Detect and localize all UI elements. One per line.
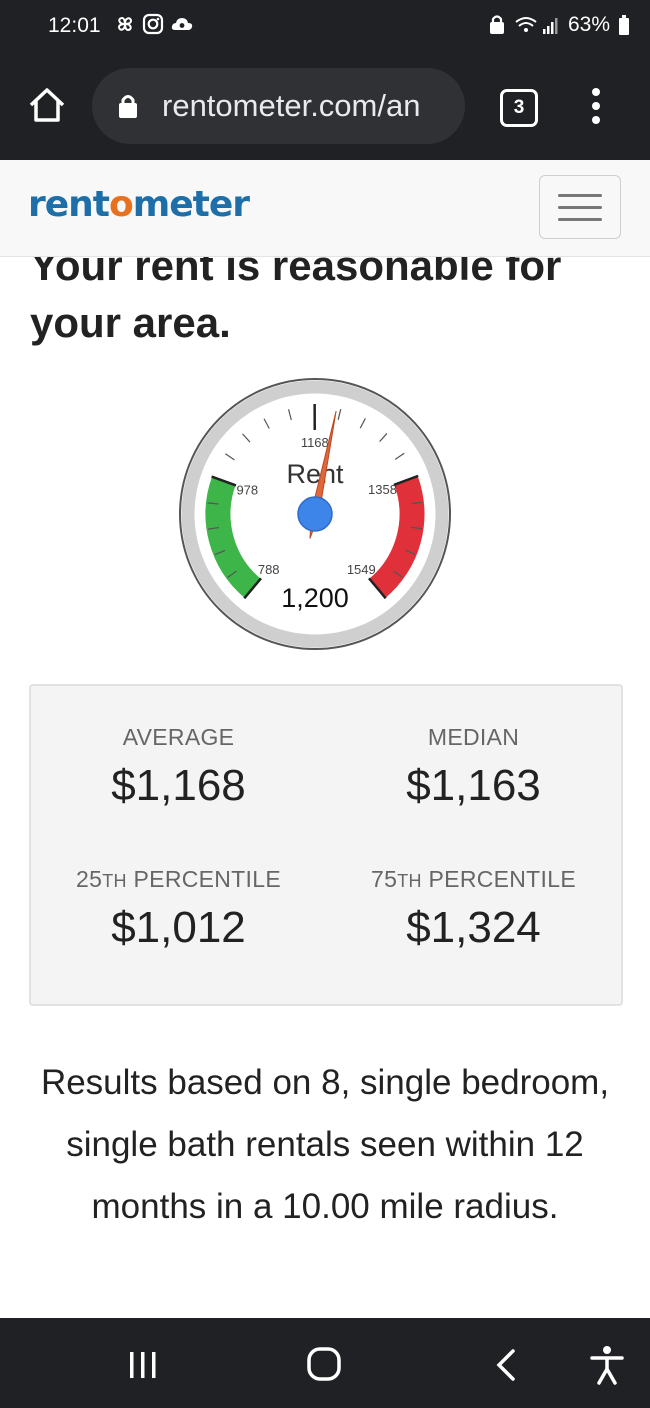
system-nav-bar — [0, 1318, 650, 1408]
gauge-hub — [297, 496, 333, 532]
minor-tick — [411, 501, 423, 505]
minor-tick — [411, 526, 423, 530]
median-label: MEDIAN — [427, 724, 520, 750]
average-stat: AVERAGE $1,168 — [31, 724, 326, 811]
major-tick — [393, 474, 419, 487]
median-stat: MEDIAN $1,163 — [326, 724, 621, 811]
home-nav-icon[interactable] — [306, 1346, 342, 1382]
hamburger-menu-button[interactable] — [539, 175, 621, 239]
average-value: $1,168 — [111, 761, 246, 810]
tick-label-1549: 1549 — [347, 562, 376, 577]
minor-tick — [225, 453, 235, 461]
major-tick — [368, 577, 387, 600]
notification-icons — [114, 13, 194, 35]
instagram-icon — [142, 13, 164, 35]
p75-value: $1,324 — [406, 903, 541, 952]
low-range-band — [205, 476, 261, 598]
address-bar[interactable]: rentometer.com/an — [92, 68, 465, 144]
minor-tick — [207, 502, 219, 505]
home-icon[interactable] — [26, 84, 68, 126]
minor-ticks — [207, 408, 423, 578]
wifi-signal-icon — [515, 17, 558, 34]
more-options-icon[interactable] — [588, 88, 604, 126]
minor-tick — [263, 418, 270, 429]
minor-tick — [227, 570, 237, 578]
status-right: 63% — [488, 13, 630, 37]
minor-tick — [337, 408, 342, 420]
p25-stat: 25TH PERCENTILE $1,012 — [31, 866, 326, 953]
tick-label-1168: 1168 — [301, 435, 329, 450]
tick-label-788: 788 — [258, 562, 280, 577]
median-value: $1,163 — [406, 761, 541, 810]
tick-label-1358: 1358 — [368, 482, 397, 497]
url-text: rentometer.com/an — [162, 88, 421, 123]
minor-tick — [214, 549, 226, 556]
minor-tick — [379, 433, 388, 443]
lock-icon — [119, 95, 137, 118]
minor-tick — [394, 452, 405, 460]
tick-label-978: 978 — [236, 483, 258, 498]
major-ticks — [211, 403, 419, 600]
result-headline: Your rent is reasonable for your area. — [30, 257, 562, 346]
minor-tick — [242, 433, 251, 443]
back-nav-icon[interactable] — [494, 1348, 518, 1382]
minor-tick — [287, 409, 292, 421]
rent-stats-panel: AVERAGE $1,168 MEDIAN $1,163 25TH PERCEN… — [29, 684, 623, 1006]
accessibility-icon[interactable] — [590, 1345, 624, 1385]
results-summary: Results based on 8, single bedroom, sing… — [40, 1063, 610, 1226]
minor-tick — [404, 549, 416, 555]
browser-toolbar: rentometer.com/an 3 — [0, 52, 650, 160]
minor-tick — [359, 418, 366, 429]
status-time: 12:01 — [48, 14, 101, 37]
minor-tick — [207, 526, 220, 530]
cloud-icon — [171, 18, 193, 30]
gauge-label: Rent — [286, 459, 344, 489]
recent-apps-icon[interactable] — [128, 1350, 158, 1380]
pinwheel-icon — [117, 16, 133, 32]
rentometer-logo[interactable]: rentometer — [28, 184, 250, 225]
p75-stat: 75TH PERCENTILE $1,324 — [326, 866, 621, 953]
battery-percent: 63% — [567, 13, 610, 36]
page-content: Your rent is reasonable for your area. 7… — [0, 257, 650, 1317]
tab-count-button[interactable]: 3 — [500, 89, 538, 127]
battery-icon — [619, 15, 629, 35]
rent-gauge: 788 978 1168 1358 1549 Rent 1,200 — [179, 378, 451, 650]
site-navbar: rentometer — [0, 160, 650, 257]
major-tick — [211, 475, 237, 487]
major-tick — [243, 577, 262, 600]
minor-tick — [393, 570, 403, 578]
gauge-value: 1,200 — [281, 583, 349, 613]
p25-label: 25TH PERCENTILE — [76, 866, 281, 892]
high-range-band — [369, 476, 425, 598]
recycle-lock-icon — [489, 15, 504, 34]
p25-value: $1,012 — [111, 903, 246, 952]
p75-label: 75TH PERCENTILE — [371, 866, 576, 892]
average-label: AVERAGE — [122, 724, 235, 750]
status-bar: 12:01 63% — [0, 0, 650, 52]
